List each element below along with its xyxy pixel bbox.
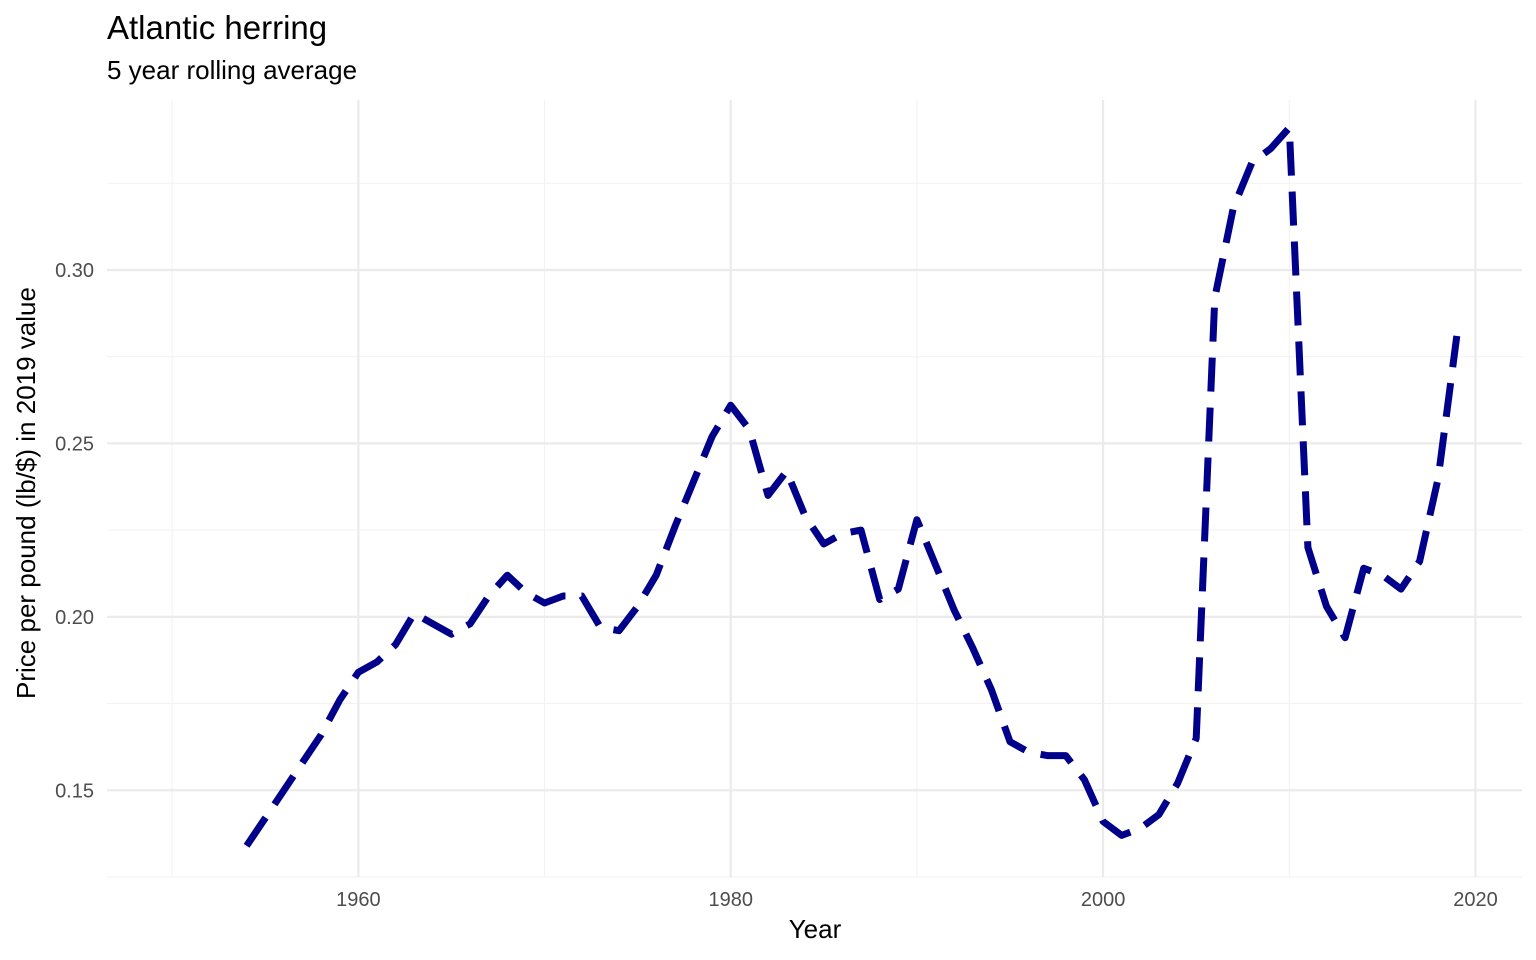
x-tick-label: 2000 [1081, 889, 1126, 911]
x-axis-title: Year [789, 914, 842, 944]
x-tick-label: 2020 [1453, 889, 1498, 911]
grid [107, 100, 1522, 878]
y-axis-title: Price per pound (lb/$) in 2019 value [11, 287, 41, 699]
y-tick-label: 0.30 [55, 260, 94, 282]
x-tick-label: 1960 [336, 889, 381, 911]
y-tick-label: 0.25 [55, 433, 94, 455]
tick-labels: 0.15 0.20 0.25 0.30 1960 1980 2000 2020 [55, 260, 1498, 911]
chart-subtitle: 5 year rolling average [107, 55, 357, 85]
series-line-0 [243, 124, 1461, 848]
x-tick-label: 1980 [708, 889, 753, 911]
y-tick-label: 0.15 [55, 780, 94, 802]
y-tick-label: 0.20 [55, 607, 94, 629]
series-layer [243, 124, 1461, 848]
chart-title: Atlantic herring [107, 9, 327, 46]
